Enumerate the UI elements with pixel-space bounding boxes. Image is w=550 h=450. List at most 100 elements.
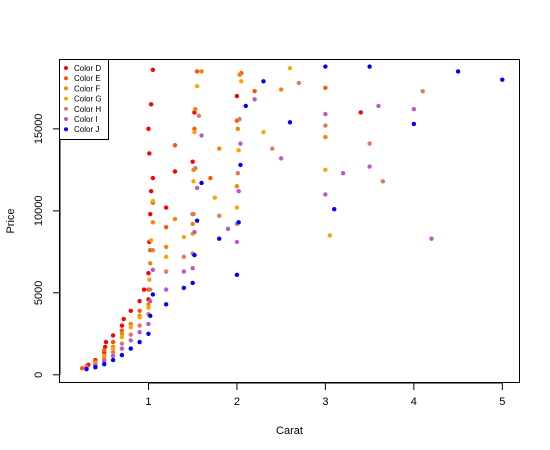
data-point — [234, 239, 240, 245]
x-axis-label: Carat — [276, 425, 303, 437]
data-point — [199, 69, 204, 74]
data-point — [411, 106, 417, 112]
data-point — [367, 141, 372, 146]
data-point — [212, 195, 218, 200]
x-tick-label: 1 — [145, 396, 151, 408]
data-point — [137, 323, 142, 328]
data-point — [128, 332, 133, 337]
data-point — [150, 247, 156, 253]
data-point — [193, 106, 198, 112]
data-point — [147, 277, 152, 282]
data-point — [110, 349, 116, 355]
data-point — [237, 116, 242, 122]
data-point — [234, 205, 240, 210]
legend-label: Color H — [74, 105, 101, 114]
data-point — [137, 308, 142, 314]
data-point — [196, 113, 202, 118]
data-point — [103, 339, 109, 345]
data-point — [128, 321, 133, 327]
data-point — [411, 121, 417, 127]
data-point — [199, 180, 204, 186]
data-point — [163, 269, 169, 274]
data-point — [146, 270, 151, 276]
data-point — [191, 211, 196, 217]
data-point — [380, 179, 386, 184]
data-point — [119, 341, 125, 346]
data-point — [102, 361, 107, 367]
data-point — [137, 298, 142, 304]
data-point — [270, 146, 275, 151]
data-point — [500, 77, 505, 82]
data-point — [150, 292, 156, 297]
data-point — [194, 218, 200, 223]
x-tick-label: 3 — [322, 396, 328, 408]
data-point — [194, 84, 200, 89]
data-point — [323, 85, 328, 91]
legend-marker — [64, 76, 68, 81]
y-tick-label: 10000 — [33, 196, 45, 227]
data-point — [192, 129, 197, 135]
data-point — [163, 225, 169, 230]
x-tick-label: 5 — [499, 396, 505, 408]
data-point — [137, 339, 142, 345]
data-point — [150, 175, 156, 181]
data-point — [137, 329, 142, 335]
data-point — [261, 79, 266, 84]
data-point — [146, 331, 151, 337]
plot-frame — [59, 59, 520, 383]
data-point — [148, 211, 153, 217]
data-point — [323, 192, 328, 197]
data-point — [332, 207, 337, 212]
data-point — [146, 302, 151, 307]
data-point — [163, 287, 169, 292]
data-point — [128, 308, 133, 314]
data-point — [148, 238, 154, 243]
data-point — [252, 97, 257, 102]
data-point — [323, 64, 328, 69]
legend-item: Color J — [64, 125, 99, 134]
data-point — [190, 159, 195, 164]
data-point — [121, 316, 126, 322]
data-point — [148, 261, 153, 266]
data-point — [110, 346, 116, 351]
data-point — [147, 151, 152, 156]
data-point — [146, 321, 151, 327]
data-point — [358, 110, 363, 115]
data-point — [217, 213, 222, 218]
data-point — [367, 164, 372, 169]
data-point — [119, 323, 125, 328]
data-point — [238, 141, 243, 146]
data-point — [102, 348, 107, 353]
data-point — [172, 169, 178, 174]
y-tick-label: 15000 — [33, 114, 45, 145]
data-point — [376, 103, 381, 109]
data-point — [110, 339, 116, 345]
data-point — [239, 79, 244, 84]
data-point — [137, 315, 142, 320]
data-point — [119, 331, 125, 337]
data-point — [141, 287, 147, 292]
data-point — [181, 234, 187, 240]
data-point — [172, 143, 178, 148]
data-point — [238, 162, 243, 168]
data-point — [190, 221, 195, 227]
legend-marker — [64, 117, 68, 121]
data-point — [455, 69, 461, 74]
legend-item: Color F — [64, 84, 100, 93]
legend-marker — [64, 66, 68, 70]
data-point — [420, 88, 425, 94]
data-point — [296, 80, 302, 86]
data-point — [236, 220, 241, 225]
data-point — [225, 226, 231, 232]
legend-marker — [64, 106, 68, 111]
data-point — [190, 280, 195, 286]
legend-item: Color D — [64, 64, 101, 73]
legend-item: Color G — [64, 95, 102, 104]
data-point — [243, 103, 248, 109]
legend-label: Color E — [74, 74, 101, 83]
legend-label: Color I — [74, 115, 98, 124]
legend-label: Color G — [74, 95, 102, 104]
data-point — [192, 252, 197, 258]
data-point — [237, 72, 242, 77]
data-point — [119, 346, 125, 351]
